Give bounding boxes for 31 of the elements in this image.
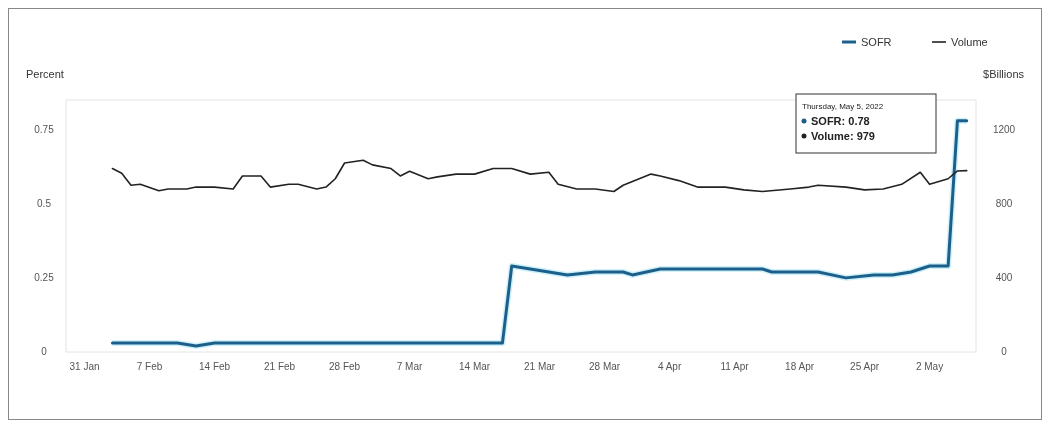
y-tick-label: 0.5 xyxy=(37,197,52,209)
y2-tick-label: 0 xyxy=(1001,346,1008,358)
annotation: SOFR: 0.78 xyxy=(811,114,870,127)
y2-tick-label: 1200 xyxy=(992,123,1016,135)
legend-label: SOFR xyxy=(861,35,892,48)
annotation: Volume: 979 xyxy=(811,129,875,142)
tooltip-box: Thursday, May 5, 2022 SOFR: 0.78 Volume: 979 xyxy=(795,93,937,154)
x-tick-label: 28 Feb xyxy=(329,361,361,372)
line-series xyxy=(111,159,968,193)
x-tick-label: 28 Mar xyxy=(589,361,621,372)
x-tick-label: 4 Apr xyxy=(657,361,682,372)
x-tick-label: 18 Apr xyxy=(785,361,815,372)
annotation: Thursday, May 5, 2022 xyxy=(802,101,884,111)
x-tick-label: 14 Mar xyxy=(459,361,491,372)
x-tick-label: 7 Mar xyxy=(396,361,424,372)
y2-tick-label: 400 xyxy=(995,272,1013,284)
y-axis-title: Percent xyxy=(26,68,64,80)
y2-axis-title: $Billions xyxy=(983,68,1025,80)
y2-tick-label: 800 xyxy=(995,197,1013,209)
x-tick-label: 21 Mar xyxy=(524,361,556,372)
x-tick-label: 25 Apr xyxy=(850,361,880,372)
x-tick-label: 7 Feb xyxy=(136,361,163,372)
y-tick-label: 0 xyxy=(41,346,48,358)
x-tick-label: 14 Feb xyxy=(199,361,231,372)
x-tick-label: 11 Apr xyxy=(720,361,750,372)
x-tick-label: 31 Jan xyxy=(69,361,100,372)
x-tick-label: 2 May xyxy=(915,361,944,372)
legend-label: Volume xyxy=(951,35,988,48)
x-tick-label: 21 Feb xyxy=(264,361,296,372)
y-tick-label: 0.25 xyxy=(34,272,55,284)
y-tick-label: 0.75 xyxy=(34,123,55,135)
